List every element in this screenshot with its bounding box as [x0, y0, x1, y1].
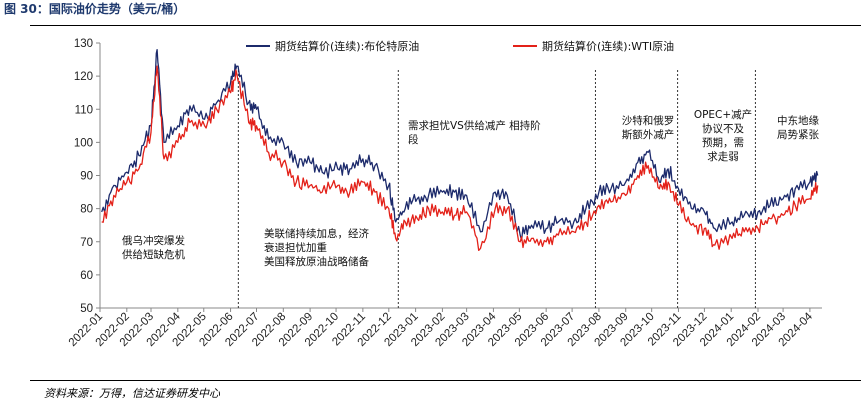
annotation-text: OPEC+减产 — [694, 108, 752, 121]
annotation-text: 沙特和俄罗 — [622, 115, 675, 127]
y-tick-label: 90 — [80, 171, 93, 183]
annotation-text: 求走弱 — [707, 151, 739, 163]
legend-label: 期货结算价(连续):布伦特原油 — [275, 39, 419, 53]
legend: 期货结算价(连续):布伦特原油 期货结算价(连续):WTI原油 — [246, 39, 674, 53]
annotation-text: 斯额外减产 — [622, 128, 675, 141]
series-lines — [101, 48, 819, 252]
annotation-text: 协议不及 — [702, 122, 744, 135]
bottom-rule — [30, 380, 861, 381]
annotation-text: 需求担忧VS供给减产 相持阶 — [408, 119, 541, 132]
annotation-text: 美国释放原油战略储备 — [264, 255, 369, 268]
annotation-text: 段 — [408, 133, 419, 146]
top-rule — [30, 25, 861, 26]
annotation-text: 局势紧张 — [777, 128, 819, 141]
chart-axes: 50607080901001101201302022-012022-022022… — [67, 38, 822, 349]
annotation-text: 衰退担忧加重 — [264, 241, 327, 254]
annotation-text: 供给短缺危机 — [122, 248, 185, 261]
source-note: 资料来源：万得，信达证券研发中心 — [44, 387, 220, 400]
annotation-text: 俄乌冲突爆发 — [122, 234, 185, 247]
series-line-brent — [101, 48, 819, 241]
y-tick-label: 80 — [80, 204, 93, 216]
y-tick-label: 120 — [74, 71, 93, 83]
y-tick-label: 70 — [80, 237, 93, 249]
y-tick-label: 60 — [80, 270, 93, 282]
series-line-wti — [101, 65, 819, 252]
y-tick-label: 100 — [74, 137, 93, 149]
period-dividers — [237, 70, 756, 308]
y-tick-label: 50 — [80, 303, 93, 315]
legend-label: 期货结算价(连续):WTI原油 — [542, 39, 674, 53]
annotation-text: 美联储持续加息，经济 — [264, 227, 369, 240]
y-tick-label: 110 — [75, 104, 93, 116]
annotation-text: 中东地缘 — [777, 114, 819, 127]
annotation-text: 预期，需 — [702, 137, 744, 149]
figure-title: 图 30：国际油价走势（美元/桶） — [4, 2, 186, 16]
y-tick-label: 130 — [74, 38, 93, 50]
